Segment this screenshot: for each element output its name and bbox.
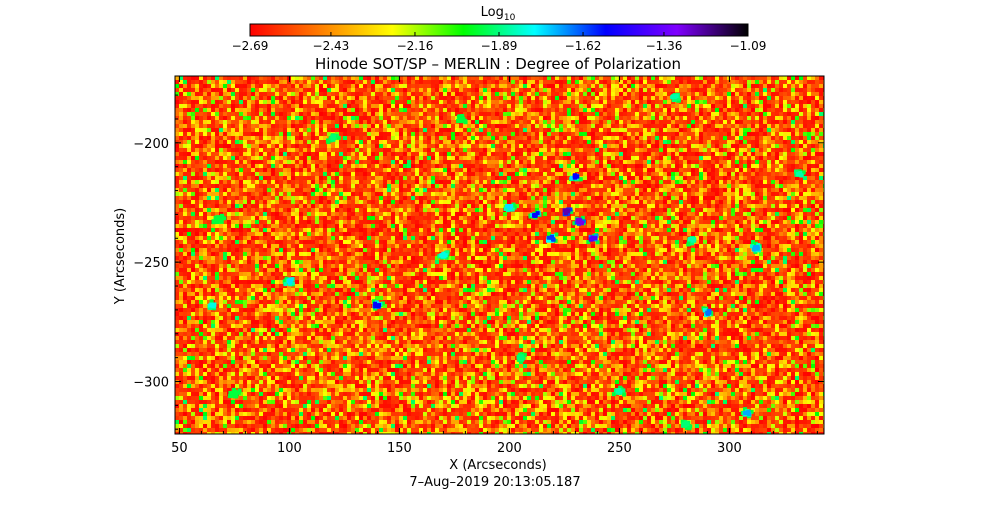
colorbar-tick-label: −2.16 <box>397 39 434 53</box>
timestamp: 7–Aug–2019 20:13:05.187 <box>409 475 580 490</box>
x-axis-label: X (Arcseconds) <box>449 458 546 473</box>
y-axis-label: Y (Arcseconds) <box>113 208 128 305</box>
colorbar-tick-label: −1.09 <box>730 39 767 53</box>
y-tick-label: −250 <box>133 256 169 271</box>
heatmap-image <box>175 76 827 436</box>
y-tick-label: −300 <box>133 375 169 390</box>
colorbar-tick-label: −2.69 <box>232 39 269 53</box>
x-tick-label: 150 <box>387 441 412 456</box>
colorbar-label-sub: 10 <box>504 13 516 23</box>
colorbar-label-base: Log <box>481 5 504 20</box>
x-tick-label: 300 <box>717 441 742 456</box>
chart-title: Hinode SOT/SP – MERLIN : Degree of Polar… <box>315 55 681 73</box>
colorbar-tick-label: −1.36 <box>646 39 683 53</box>
x-tick-label: 200 <box>497 441 522 456</box>
y-tick-label: −200 <box>133 137 169 152</box>
colorbar-tick-label: −2.43 <box>313 39 350 53</box>
colorbar-label: Log10 <box>481 5 516 23</box>
x-tick-label: 250 <box>607 441 632 456</box>
field-feature <box>670 93 681 103</box>
colorbar-tick-label: −1.62 <box>565 39 602 53</box>
x-tick-label: 100 <box>277 441 302 456</box>
x-tick-label: 50 <box>171 441 188 456</box>
colorbar-tick-label: −1.89 <box>481 39 518 53</box>
